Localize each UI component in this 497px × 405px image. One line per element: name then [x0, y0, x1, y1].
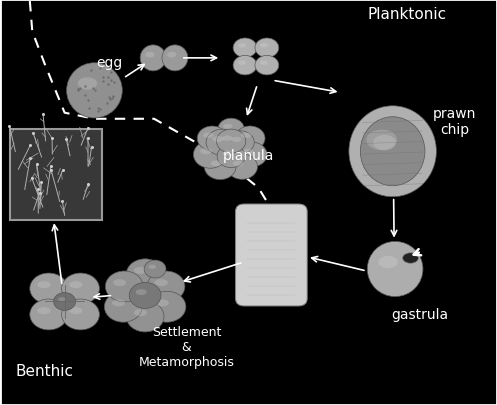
Ellipse shape [129, 283, 161, 309]
Ellipse shape [58, 298, 66, 301]
Ellipse shape [378, 256, 398, 269]
Ellipse shape [144, 260, 166, 278]
Ellipse shape [233, 56, 257, 76]
Ellipse shape [238, 62, 246, 66]
Ellipse shape [112, 300, 125, 307]
Ellipse shape [197, 127, 227, 151]
Ellipse shape [233, 39, 257, 58]
Ellipse shape [260, 62, 268, 66]
Ellipse shape [366, 130, 397, 151]
Ellipse shape [238, 44, 246, 48]
Ellipse shape [62, 273, 99, 304]
Ellipse shape [360, 117, 425, 186]
Ellipse shape [155, 279, 168, 286]
Ellipse shape [222, 136, 233, 141]
Ellipse shape [367, 242, 423, 297]
Text: Settlement
&
Metamorphosis: Settlement & Metamorphosis [139, 325, 234, 368]
FancyBboxPatch shape [10, 130, 102, 221]
Ellipse shape [255, 56, 279, 76]
Ellipse shape [30, 299, 68, 330]
Ellipse shape [213, 137, 224, 143]
Ellipse shape [232, 137, 242, 143]
Ellipse shape [233, 161, 244, 167]
Ellipse shape [218, 119, 244, 140]
Ellipse shape [203, 133, 214, 139]
Ellipse shape [140, 46, 166, 72]
Ellipse shape [223, 124, 233, 129]
Ellipse shape [226, 131, 254, 155]
Ellipse shape [204, 154, 236, 180]
FancyBboxPatch shape [236, 205, 307, 306]
Ellipse shape [241, 133, 251, 139]
Ellipse shape [148, 292, 186, 322]
Ellipse shape [37, 307, 51, 314]
Ellipse shape [145, 53, 155, 58]
Ellipse shape [227, 155, 257, 180]
Ellipse shape [243, 149, 253, 155]
Ellipse shape [67, 64, 122, 119]
Text: Planktonic: Planktonic [368, 7, 447, 21]
Ellipse shape [237, 143, 267, 167]
Text: gastrula: gastrula [392, 307, 448, 321]
Ellipse shape [134, 267, 147, 274]
Ellipse shape [126, 301, 164, 332]
Ellipse shape [223, 151, 233, 156]
Ellipse shape [105, 271, 143, 302]
Ellipse shape [113, 279, 126, 286]
Ellipse shape [136, 290, 147, 295]
Ellipse shape [156, 300, 169, 307]
Ellipse shape [104, 292, 142, 322]
Ellipse shape [162, 46, 188, 72]
Ellipse shape [37, 281, 51, 288]
Ellipse shape [167, 53, 176, 58]
Ellipse shape [260, 44, 268, 48]
Ellipse shape [149, 265, 156, 269]
Ellipse shape [126, 259, 164, 290]
Ellipse shape [147, 271, 185, 302]
Ellipse shape [206, 130, 238, 156]
Ellipse shape [216, 130, 246, 154]
Ellipse shape [373, 136, 396, 151]
Ellipse shape [235, 127, 265, 151]
Ellipse shape [62, 299, 99, 330]
Text: egg: egg [96, 56, 122, 70]
Ellipse shape [193, 141, 227, 169]
Ellipse shape [211, 161, 222, 167]
Ellipse shape [78, 78, 97, 90]
Ellipse shape [200, 149, 212, 155]
Ellipse shape [30, 273, 68, 304]
Ellipse shape [217, 145, 245, 168]
Text: planula: planula [223, 149, 274, 163]
Ellipse shape [69, 307, 83, 314]
Ellipse shape [255, 39, 279, 58]
Ellipse shape [403, 253, 418, 264]
Ellipse shape [134, 309, 147, 316]
Ellipse shape [349, 107, 436, 197]
Ellipse shape [54, 293, 76, 311]
Ellipse shape [69, 281, 83, 288]
Text: prawn
chip: prawn chip [433, 107, 477, 136]
Text: Benthic: Benthic [16, 363, 74, 378]
